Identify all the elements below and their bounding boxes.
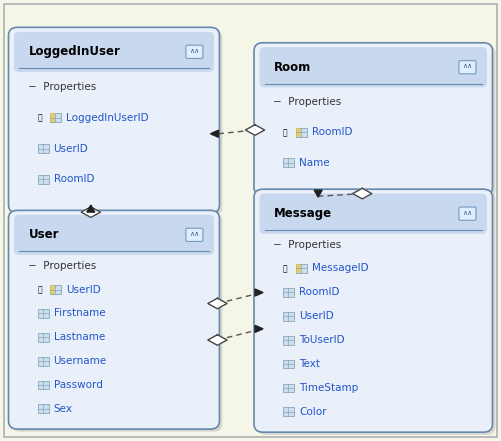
FancyBboxPatch shape bbox=[38, 404, 49, 413]
FancyBboxPatch shape bbox=[50, 113, 55, 122]
Text: RoomID: RoomID bbox=[54, 175, 94, 184]
Text: RoomID: RoomID bbox=[312, 127, 352, 138]
FancyBboxPatch shape bbox=[9, 210, 219, 429]
Text: Room: Room bbox=[274, 61, 311, 74]
Text: Message: Message bbox=[274, 207, 332, 220]
Text: Name: Name bbox=[299, 158, 330, 168]
Text: ∧∧: ∧∧ bbox=[462, 210, 472, 216]
Text: RoomID: RoomID bbox=[299, 288, 340, 297]
FancyBboxPatch shape bbox=[283, 288, 294, 297]
FancyBboxPatch shape bbox=[283, 384, 294, 392]
Text: Text: Text bbox=[299, 359, 320, 369]
Text: Firstname: Firstname bbox=[54, 308, 105, 318]
FancyBboxPatch shape bbox=[38, 175, 49, 184]
FancyBboxPatch shape bbox=[257, 192, 495, 435]
Polygon shape bbox=[353, 188, 372, 199]
Text: Lastname: Lastname bbox=[54, 332, 105, 342]
Text: Sex: Sex bbox=[54, 404, 73, 414]
FancyBboxPatch shape bbox=[50, 285, 61, 294]
Polygon shape bbox=[255, 325, 263, 333]
Text: LoggedInUser: LoggedInUser bbox=[29, 45, 120, 58]
Polygon shape bbox=[87, 205, 95, 212]
Text: ∧∧: ∧∧ bbox=[462, 64, 472, 69]
FancyBboxPatch shape bbox=[257, 45, 495, 198]
Text: LoggedInUserID: LoggedInUserID bbox=[66, 113, 149, 123]
Text: −  Properties: − Properties bbox=[273, 97, 341, 107]
Text: ∧∧: ∧∧ bbox=[189, 231, 199, 237]
Text: ∧∧: ∧∧ bbox=[189, 48, 199, 54]
FancyBboxPatch shape bbox=[296, 264, 307, 273]
Text: Password: Password bbox=[54, 380, 103, 390]
Text: 🔑: 🔑 bbox=[283, 264, 288, 273]
FancyBboxPatch shape bbox=[260, 47, 487, 87]
FancyBboxPatch shape bbox=[38, 357, 49, 366]
FancyBboxPatch shape bbox=[283, 360, 294, 369]
FancyBboxPatch shape bbox=[283, 407, 294, 416]
Polygon shape bbox=[81, 207, 100, 217]
Text: −  Properties: − Properties bbox=[28, 261, 96, 271]
FancyBboxPatch shape bbox=[283, 158, 294, 167]
Text: −  Properties: − Properties bbox=[273, 239, 341, 250]
Polygon shape bbox=[210, 130, 218, 137]
Text: UserID: UserID bbox=[54, 144, 88, 153]
Text: UserID: UserID bbox=[66, 284, 101, 295]
Text: Username: Username bbox=[54, 356, 107, 366]
FancyBboxPatch shape bbox=[254, 43, 492, 195]
Polygon shape bbox=[255, 289, 263, 296]
Text: −  Properties: − Properties bbox=[28, 82, 96, 92]
Text: MessageID: MessageID bbox=[312, 263, 368, 273]
Text: Color: Color bbox=[299, 407, 327, 417]
Text: TimeStamp: TimeStamp bbox=[299, 383, 358, 393]
Text: 🔑: 🔑 bbox=[38, 285, 42, 294]
FancyBboxPatch shape bbox=[12, 30, 222, 216]
Text: 🔑: 🔑 bbox=[283, 128, 288, 137]
FancyBboxPatch shape bbox=[38, 144, 49, 153]
FancyBboxPatch shape bbox=[38, 309, 49, 318]
FancyBboxPatch shape bbox=[50, 113, 61, 122]
Text: UserID: UserID bbox=[299, 311, 334, 321]
FancyBboxPatch shape bbox=[459, 207, 476, 220]
FancyBboxPatch shape bbox=[38, 381, 49, 389]
FancyBboxPatch shape bbox=[38, 333, 49, 342]
FancyBboxPatch shape bbox=[14, 32, 214, 72]
FancyBboxPatch shape bbox=[186, 228, 203, 242]
FancyBboxPatch shape bbox=[283, 336, 294, 344]
FancyBboxPatch shape bbox=[296, 128, 307, 137]
FancyBboxPatch shape bbox=[50, 285, 55, 294]
FancyBboxPatch shape bbox=[254, 189, 492, 432]
FancyBboxPatch shape bbox=[283, 312, 294, 321]
FancyBboxPatch shape bbox=[186, 45, 203, 58]
Text: User: User bbox=[29, 228, 59, 241]
Text: 🔑: 🔑 bbox=[38, 113, 42, 122]
FancyBboxPatch shape bbox=[14, 215, 214, 255]
FancyBboxPatch shape bbox=[296, 264, 301, 273]
FancyBboxPatch shape bbox=[12, 213, 222, 432]
Polygon shape bbox=[208, 298, 227, 309]
FancyBboxPatch shape bbox=[9, 27, 219, 213]
Polygon shape bbox=[208, 335, 227, 345]
Text: ToUserID: ToUserID bbox=[299, 335, 345, 345]
FancyBboxPatch shape bbox=[459, 60, 476, 74]
FancyBboxPatch shape bbox=[260, 194, 487, 234]
FancyBboxPatch shape bbox=[4, 4, 497, 437]
FancyBboxPatch shape bbox=[296, 128, 301, 137]
Polygon shape bbox=[314, 190, 322, 197]
Polygon shape bbox=[245, 125, 265, 135]
